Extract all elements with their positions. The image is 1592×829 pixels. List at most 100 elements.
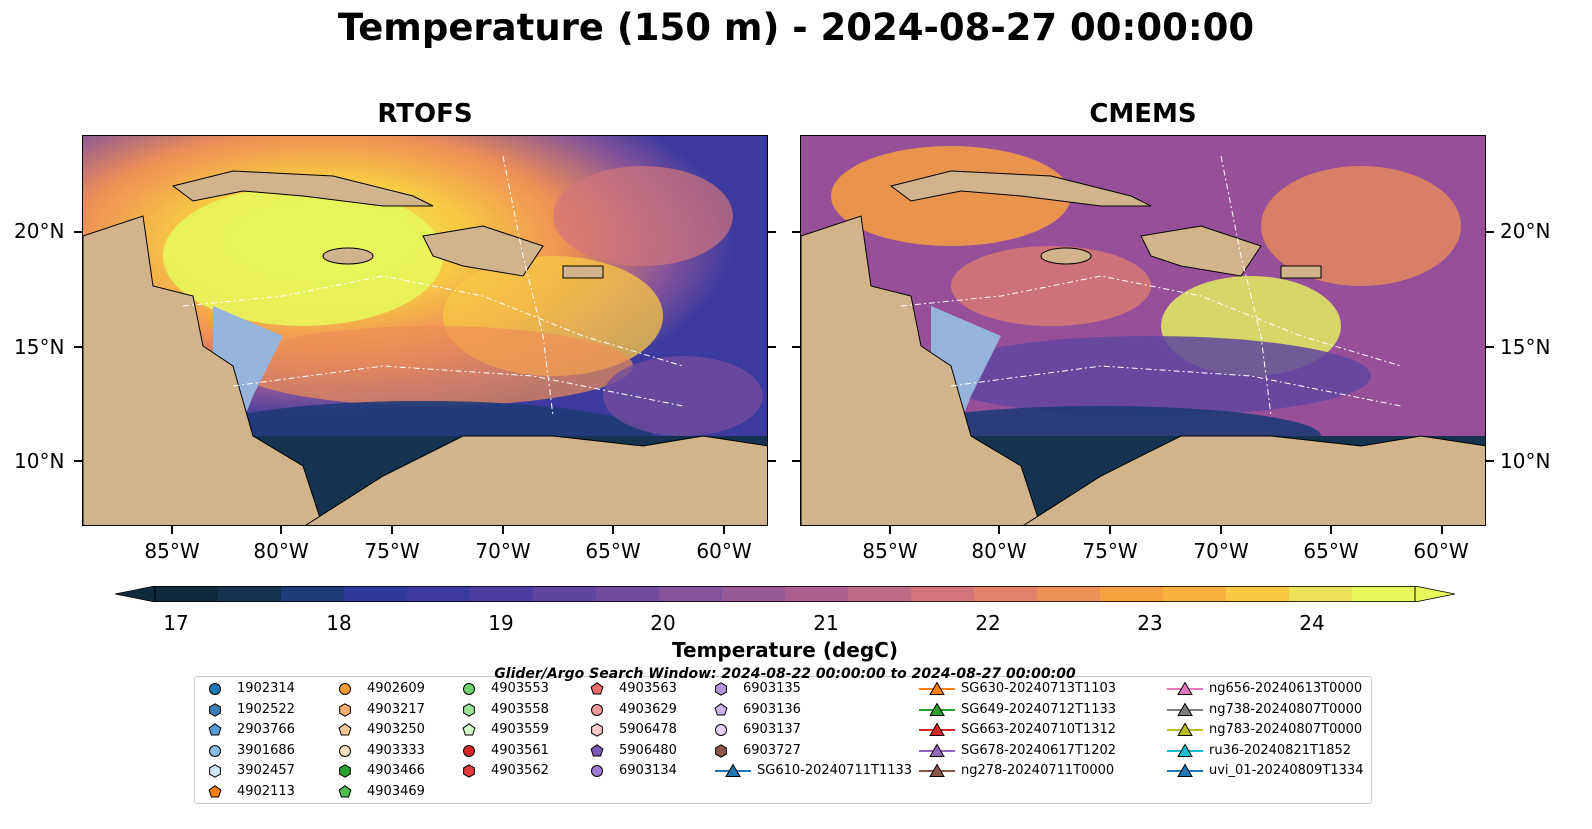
legend-label: 6903136 bbox=[743, 701, 801, 717]
lon-label-85w-left: 85°W bbox=[144, 539, 200, 563]
lon-label-65w-right: 65°W bbox=[1303, 539, 1359, 563]
legend-label: 4902609 bbox=[367, 681, 425, 696]
legend-label: 4902113 bbox=[237, 783, 295, 799]
triangle-marker-icon bbox=[919, 681, 955, 695]
triangle-marker-icon bbox=[919, 702, 955, 716]
legend-label: 6903727 bbox=[743, 742, 801, 758]
tick-mark bbox=[768, 231, 776, 233]
hexagon-marker-icon bbox=[463, 702, 475, 717]
lat-label-10n-right: 10°N bbox=[1500, 449, 1551, 473]
legend-label: 6903135 bbox=[743, 681, 801, 696]
lon-label-75w-right: 75°W bbox=[1082, 539, 1138, 563]
legend-label: 4903333 bbox=[367, 742, 425, 758]
tick-mark bbox=[792, 231, 800, 233]
lat-label-10n-left: 10°N bbox=[14, 449, 65, 473]
pentagon-marker-icon bbox=[590, 743, 604, 757]
colorbar-tick-24: 24 bbox=[1299, 611, 1325, 635]
lon-label-80w-right: 80°W bbox=[971, 539, 1027, 563]
circle-marker-icon bbox=[715, 724, 727, 736]
hexagon-marker-icon bbox=[715, 743, 727, 758]
pentagon-marker-icon bbox=[590, 682, 604, 695]
panel-title-cmems: CMEMS bbox=[1089, 99, 1197, 129]
triangle-marker-icon bbox=[919, 743, 955, 757]
lat-label-20n-left: 20°N bbox=[14, 219, 65, 243]
circle-marker-icon bbox=[463, 744, 475, 757]
legend-label: SG663-20240710T1312 bbox=[961, 722, 1117, 737]
pentagon-marker-icon bbox=[208, 784, 222, 798]
lat-label-15n-right: 15°N bbox=[1500, 335, 1551, 359]
colorbar-segment bbox=[659, 586, 723, 602]
legend-label: 3902457 bbox=[237, 763, 295, 778]
tick-mark bbox=[792, 346, 800, 348]
colorbar-extend-low bbox=[115, 586, 156, 602]
colorbar-tick-22: 22 bbox=[975, 611, 1001, 635]
colorbar-segment bbox=[281, 586, 345, 602]
colorbar-segment bbox=[722, 586, 786, 602]
colorbar-label: Temperature (degC) bbox=[672, 638, 898, 662]
circle-marker-icon bbox=[591, 765, 603, 777]
pentagon-marker-icon bbox=[714, 702, 728, 716]
tick-mark bbox=[280, 526, 282, 534]
hexagon-marker-icon bbox=[209, 702, 221, 717]
colorbar-segment bbox=[1289, 586, 1353, 602]
map-rtofs[interactable] bbox=[82, 135, 768, 526]
lon-label-65w-left: 65°W bbox=[585, 539, 641, 563]
triangle-marker-icon bbox=[1167, 743, 1203, 757]
colorbar-tick-17: 17 bbox=[163, 611, 189, 635]
colorbar-tick-18: 18 bbox=[326, 611, 352, 635]
tick-mark bbox=[792, 460, 800, 462]
colorbar-tick-19: 19 bbox=[488, 611, 514, 635]
legend-label: 4903629 bbox=[619, 701, 677, 717]
triangle-marker-icon bbox=[1167, 681, 1203, 695]
hexagon-marker-icon bbox=[591, 723, 603, 737]
hexagon-marker-icon bbox=[339, 702, 351, 717]
map-cmems[interactable] bbox=[800, 135, 1486, 526]
colorbar-segment bbox=[1226, 586, 1290, 602]
tick-mark bbox=[1441, 526, 1443, 534]
legend-label: 6903134 bbox=[619, 763, 677, 778]
hexagon-marker-icon bbox=[209, 764, 221, 778]
circle-marker-icon bbox=[591, 703, 603, 716]
tick-mark bbox=[1486, 460, 1494, 462]
pentagon-marker-icon bbox=[338, 784, 352, 798]
legend-label: 4903558 bbox=[491, 701, 549, 717]
triangle-marker-icon bbox=[919, 763, 955, 777]
tick-mark bbox=[1330, 526, 1332, 534]
legend-label: 4903466 bbox=[367, 763, 425, 778]
lon-label-70w-left: 70°W bbox=[475, 539, 531, 563]
circle-marker-icon bbox=[463, 683, 475, 695]
circle-marker-icon bbox=[209, 744, 221, 757]
legend-label: 4903563 bbox=[619, 681, 677, 696]
tick-mark bbox=[1486, 346, 1494, 348]
figure-title: Temperature (150 m) - 2024-08-27 00:00:0… bbox=[337, 6, 1255, 49]
colorbar-tick-21: 21 bbox=[813, 611, 839, 635]
triangle-marker-icon bbox=[1167, 763, 1203, 777]
tick-mark bbox=[1109, 526, 1111, 534]
circle-marker-icon bbox=[209, 683, 221, 695]
colorbar-segment bbox=[974, 586, 1038, 602]
triangle-marker-icon bbox=[1167, 722, 1203, 736]
lat-label-15n-left: 15°N bbox=[14, 335, 65, 359]
tick-mark bbox=[502, 526, 504, 534]
tick-mark bbox=[74, 346, 82, 348]
lon-label-75w-left: 75°W bbox=[364, 539, 420, 563]
hexagon-marker-icon bbox=[339, 764, 351, 778]
colorbar-segment bbox=[1100, 586, 1164, 602]
pentagon-marker-icon bbox=[338, 723, 352, 736]
colorbar-segment bbox=[407, 586, 471, 602]
legend-label: 4903562 bbox=[491, 763, 549, 778]
legend-label: 5906478 bbox=[619, 722, 677, 737]
legend-label: 1902314 bbox=[237, 681, 295, 696]
tick-mark bbox=[391, 526, 393, 534]
colorbar-segment bbox=[848, 586, 912, 602]
tick-mark bbox=[889, 526, 891, 534]
legend-label: 2903766 bbox=[237, 722, 295, 737]
triangle-marker-icon bbox=[919, 722, 955, 736]
colorbar bbox=[115, 586, 1455, 602]
colorbar-extend-high bbox=[1414, 586, 1455, 602]
legend-label: SG610-20240711T1133 bbox=[757, 763, 913, 778]
lon-label-60w-left: 60°W bbox=[696, 539, 752, 563]
legend-label: 1902522 bbox=[237, 701, 295, 717]
legend-label: ng656-20240613T0000 bbox=[1209, 681, 1363, 696]
legend-label: 6903137 bbox=[743, 722, 801, 737]
